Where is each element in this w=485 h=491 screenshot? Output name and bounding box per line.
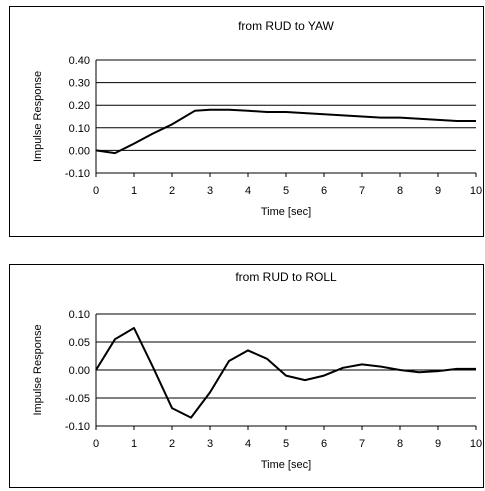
- x-tick-label: 8: [397, 438, 403, 450]
- x-tick-label: 5: [283, 438, 289, 450]
- x-tick-label: 3: [207, 185, 213, 197]
- y-tick-label: 0.00: [69, 145, 90, 157]
- y-tick-label: 0.40: [69, 55, 90, 67]
- chart-title: from RUD to ROLL: [235, 270, 337, 284]
- y-tick-label: 0.10: [69, 123, 90, 135]
- x-tick-label: 10: [470, 185, 482, 197]
- x-tick-label: 4: [245, 185, 251, 197]
- x-tick-label: 9: [435, 438, 441, 450]
- y-axis-label: Impulse Response: [32, 324, 44, 415]
- chart-panel-yaw: from RUD to YAW 0.40 0.30 0.20 0.10 0.00 -0.10…: [9, 6, 484, 237]
- y-tick-label: 0.20: [69, 100, 90, 112]
- series-line: [95, 108, 476, 155]
- y-tick-label: -0.10: [65, 421, 90, 433]
- chart-roll: from RUD to ROLL 0.10 0.05 0.00 -0.05 -0.100 1…: [32, 270, 482, 471]
- series-line: [95, 327, 476, 419]
- x-axis-label: Time [sec]: [261, 206, 311, 218]
- x-tick-label: 0: [93, 438, 99, 450]
- y-tick-label: -0.10: [65, 168, 90, 180]
- x-tick-label: 9: [435, 185, 441, 197]
- y-tick-label: 0.30: [69, 78, 90, 90]
- x-tick-label: 5: [283, 185, 289, 197]
- chart-title: from RUD to YAW: [238, 19, 334, 33]
- x-tick-label: 8: [397, 185, 403, 197]
- x-tick-label: 7: [359, 438, 365, 450]
- x-tick-label: 0: [93, 185, 99, 197]
- y-axis-label: Impulse Response: [32, 71, 44, 162]
- x-tick-label: 4: [245, 438, 251, 450]
- x-tick-label: 3: [207, 438, 213, 450]
- x-tick-label: 6: [321, 438, 327, 450]
- x-tick-label: 1: [131, 438, 137, 450]
- x-tick-label: 6: [321, 185, 327, 197]
- chart-yaw: from RUD to YAW 0.40 0.30 0.20 0.10 0.00 -0.10…: [32, 19, 482, 218]
- x-tick-label: 2: [169, 185, 175, 197]
- y-tick-label: 0.10: [69, 309, 90, 321]
- x-tick-label: 10: [470, 438, 482, 450]
- y-tick-label: 0.00: [69, 365, 90, 377]
- x-axis-label: Time [sec]: [261, 459, 311, 471]
- x-tick-label: 1: [131, 185, 137, 197]
- y-tick-label: -0.05: [65, 393, 90, 405]
- x-tick-label: 2: [169, 438, 175, 450]
- chart-panel-roll: from RUD to ROLL 0.10 0.05 0.00 -0.05 -0.10 0 1…: [9, 264, 484, 488]
- y-tick-label: 0.05: [69, 337, 90, 349]
- x-tick-label: 7: [359, 185, 365, 197]
